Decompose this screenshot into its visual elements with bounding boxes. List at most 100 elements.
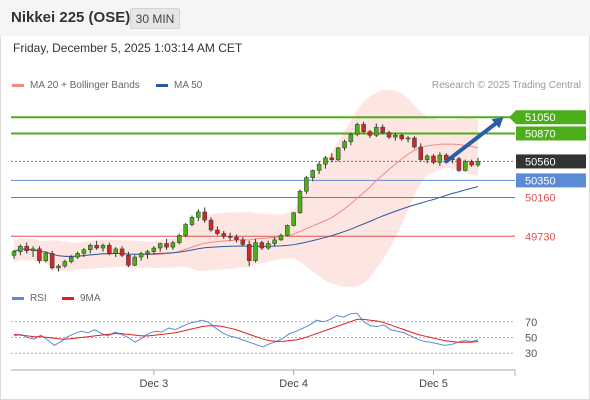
candle-body <box>272 239 277 244</box>
candle-body <box>316 163 322 171</box>
candle-body <box>119 248 125 256</box>
candle-body <box>157 243 163 249</box>
credit-label: Research © 2025 Trading Central <box>431 80 581 91</box>
rsi-series-9ma <box>13 318 479 343</box>
legend-9ma-label: 9MA <box>80 293 101 304</box>
candle-body <box>208 219 214 231</box>
level-tag-50560: 50560 <box>516 154 586 169</box>
candle-body <box>132 256 138 266</box>
candle-body <box>418 146 424 160</box>
level-tag-label: 50870 <box>525 128 556 140</box>
candle-body <box>374 126 379 136</box>
candle-body <box>393 135 398 138</box>
candle-body <box>259 242 265 249</box>
candle-body <box>437 154 443 163</box>
candle-body <box>170 242 176 248</box>
legend-ma50: MA 50 <box>156 80 202 91</box>
candle-body <box>342 141 347 149</box>
rsi-tick-label: 70 <box>525 317 537 329</box>
candle-body <box>456 158 462 171</box>
bollinger-band-area <box>14 89 478 287</box>
level-tag-50350: 50350 <box>516 173 586 188</box>
candle-body <box>253 242 258 261</box>
ma50-swatch-icon <box>156 83 168 87</box>
level-tag-label: 50160 <box>525 193 556 205</box>
legend-ma50-label: MA 50 <box>174 80 203 91</box>
candle-body <box>354 124 360 135</box>
candle-body <box>367 131 373 136</box>
ma50-line <box>13 186 479 257</box>
legend-ma20-label: MA 20 + Bollinger Bands <box>30 80 140 91</box>
candle-body <box>196 211 201 218</box>
candle-body <box>234 236 239 241</box>
candle-body <box>386 132 392 138</box>
datetime-label: Friday, December 5, 2025 1:03:14 AM CET <box>13 41 243 55</box>
level-tag-50870: 50870 <box>516 126 586 141</box>
candle-body <box>412 137 417 148</box>
candle-body <box>151 247 157 252</box>
instrument-title: Nikkei 225 (OSE) <box>11 9 131 26</box>
candle-body <box>68 256 74 262</box>
level-tag-51050: 51050 <box>509 110 586 125</box>
candle-body <box>37 248 42 261</box>
level-tag-bg <box>516 154 586 169</box>
candle-body <box>475 161 481 166</box>
candle-body <box>304 177 309 192</box>
candle-body <box>469 161 474 166</box>
candle-body <box>285 225 290 236</box>
candle-body <box>145 251 150 254</box>
candle-body <box>62 261 68 267</box>
x-tick-label: Dec 5 <box>419 378 448 390</box>
level-tag-49730: 49730 <box>525 231 556 243</box>
candle-body <box>43 253 49 261</box>
candle-body <box>240 239 246 245</box>
level-tag-label: 50350 <box>525 175 556 187</box>
timeframe-badge[interactable]: 30 MIN <box>130 8 180 29</box>
level-tag-pointer-icon <box>509 110 516 125</box>
candle-body <box>18 245 23 252</box>
candle-body <box>348 134 354 142</box>
rsi-tick-label: 30 <box>525 348 537 360</box>
candle-body <box>30 248 36 251</box>
candle-body <box>177 235 182 243</box>
candle-body <box>164 243 169 248</box>
candle-body <box>189 217 195 225</box>
candle-body <box>100 245 106 249</box>
candle-body <box>335 147 341 160</box>
level-tag-label: 49730 <box>525 231 556 243</box>
candles-group <box>11 121 481 272</box>
legend-rsi: RSI <box>12 293 47 304</box>
candle-body <box>202 211 207 221</box>
candle-body <box>431 155 436 163</box>
candle-body <box>227 236 233 238</box>
rsi-series-rsi <box>13 312 479 348</box>
candle-body <box>329 157 335 160</box>
level-tag-label: 50560 <box>525 156 556 168</box>
candle-body <box>278 235 284 241</box>
candle-body <box>399 135 404 140</box>
forecast-arrow-head <box>491 117 504 129</box>
header-bar: Nikkei 225 (OSE) 30 MIN <box>0 0 590 36</box>
candle-body <box>323 157 328 165</box>
level-tag-bg <box>516 173 586 188</box>
candle-body <box>75 253 80 258</box>
candle-body <box>463 161 468 171</box>
candle-body <box>138 253 144 258</box>
rsi-tick-label: 50 <box>525 333 537 345</box>
ma20-swatch-icon <box>12 83 24 87</box>
9ma-swatch-icon <box>62 296 74 300</box>
candle-body <box>94 245 99 249</box>
candle-body <box>113 248 118 254</box>
candle-body <box>56 265 61 269</box>
candle-body <box>107 245 112 254</box>
level-tag-bg <box>516 110 586 125</box>
legend-ma20: MA 20 + Bollinger Bands <box>12 80 140 91</box>
candle-body <box>265 243 271 249</box>
level-tag-50160: 50160 <box>525 193 556 205</box>
candle-body <box>24 245 29 251</box>
forecast-arrow-shaft <box>444 120 500 164</box>
candle-body <box>221 233 227 237</box>
candle-body <box>380 126 385 133</box>
candle-body <box>361 124 366 132</box>
